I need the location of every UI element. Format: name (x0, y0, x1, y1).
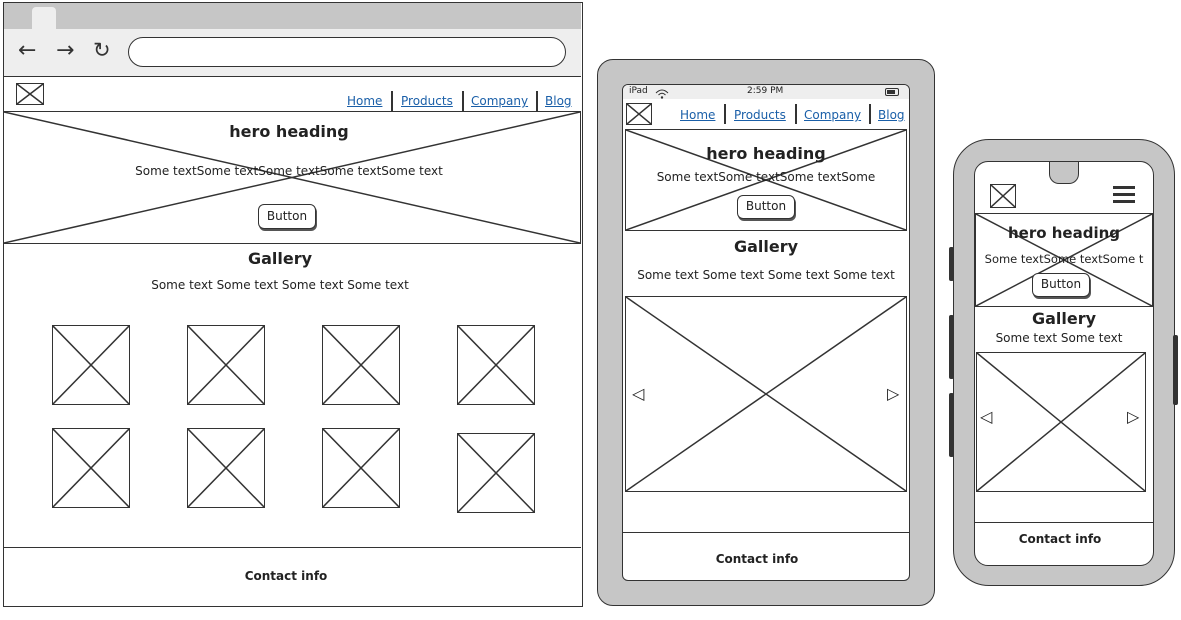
phone-side-button (949, 247, 954, 281)
gallery-text: Some text Some text Some text Some text (637, 268, 895, 282)
nav-separator (536, 91, 538, 111)
back-arrow-icon[interactable]: ← (18, 38, 37, 63)
site-logo-placeholder (626, 103, 652, 125)
nav-link-blog[interactable]: Blog (878, 108, 905, 122)
footer (975, 522, 1153, 565)
nav-link-blog[interactable]: Blog (545, 94, 572, 108)
hero-button[interactable]: Button (1032, 273, 1090, 297)
hero-text: Some textSome textSome textSome textSome… (135, 164, 443, 178)
phone-notch (1049, 162, 1079, 184)
phone-side-button (1173, 335, 1178, 405)
footer-contact-info: Contact info (715, 552, 799, 566)
nav-separator (795, 104, 797, 124)
gallery-image (322, 428, 400, 508)
carousel-right-arrow-icon[interactable]: ▷ (887, 384, 900, 403)
gallery-image (52, 428, 130, 508)
address-bar[interactable] (128, 37, 566, 67)
tablet-wireframe: iPad 2:59 PM Home Products Company Blog … (622, 84, 910, 581)
hero-heading: hero heading (1007, 224, 1121, 242)
hero-button[interactable]: Button (737, 195, 795, 219)
nav-link-home[interactable]: Home (680, 108, 716, 122)
gallery-image (52, 325, 130, 405)
footer-contact-info: Contact info (1018, 532, 1102, 546)
site-logo-placeholder (16, 83, 44, 105)
hero-heading: hero heading (706, 144, 826, 163)
site-logo-placeholder (990, 184, 1016, 208)
gallery-image (322, 325, 400, 405)
nav-separator (869, 104, 871, 124)
carousel-left-arrow-icon[interactable]: ◁ (632, 384, 645, 403)
reload-icon[interactable]: ↻ (93, 38, 111, 62)
hero-text: Some textSome textSome t (984, 252, 1144, 266)
nav-link-home[interactable]: Home (347, 94, 383, 108)
hero-section (3, 111, 581, 244)
tablet-status-device: iPad (629, 86, 648, 96)
tablet-status-bar (623, 85, 909, 99)
nav-link-company[interactable]: Company (804, 108, 862, 122)
nav-link-products[interactable]: Products (734, 108, 786, 122)
nav-link-company[interactable]: Company (471, 94, 529, 108)
carousel-right-arrow-icon[interactable]: ▷ (1127, 407, 1140, 426)
footer-contact-info: Contact info (244, 569, 328, 583)
phone-side-button (949, 393, 954, 457)
battery-icon (885, 88, 899, 96)
hero-text: Some textSome textSome textSome (656, 170, 876, 184)
hero-heading: hero heading (229, 122, 349, 141)
gallery-text: Some text Some text (995, 331, 1123, 345)
nav-separator (391, 91, 393, 111)
phone-side-button (949, 315, 954, 379)
gallery-image (457, 325, 535, 405)
hamburger-menu-icon[interactable] (1113, 184, 1135, 204)
carousel-left-arrow-icon[interactable]: ◁ (980, 407, 993, 426)
gallery-heading: Gallery (733, 237, 799, 256)
gallery-carousel[interactable] (625, 296, 907, 492)
nav-link-products[interactable]: Products (401, 94, 453, 108)
gallery-image (187, 428, 265, 508)
gallery-heading: Gallery (1031, 309, 1097, 328)
phone-wireframe: hero heading Some textSome textSome t Bu… (974, 161, 1154, 566)
gallery-text: Some text Some text Some text Some text (151, 278, 409, 292)
nav-separator (724, 104, 726, 124)
gallery-image (187, 325, 265, 405)
browser-tab[interactable] (32, 7, 56, 29)
gallery-carousel[interactable] (976, 352, 1146, 492)
nav-separator (462, 91, 464, 111)
browser-tab-strip (4, 3, 581, 29)
gallery-heading: Gallery (247, 249, 313, 268)
footer (4, 547, 581, 605)
desktop-wireframe: ← → ↻ Home Products Company Blog hero he… (3, 2, 583, 607)
tablet-status-time: 2:59 PM (747, 86, 784, 96)
forward-arrow-icon[interactable]: → (56, 38, 75, 63)
wifi-icon (655, 85, 669, 99)
hero-button[interactable]: Button (258, 204, 316, 229)
gallery-image (457, 433, 535, 513)
footer (623, 532, 909, 580)
